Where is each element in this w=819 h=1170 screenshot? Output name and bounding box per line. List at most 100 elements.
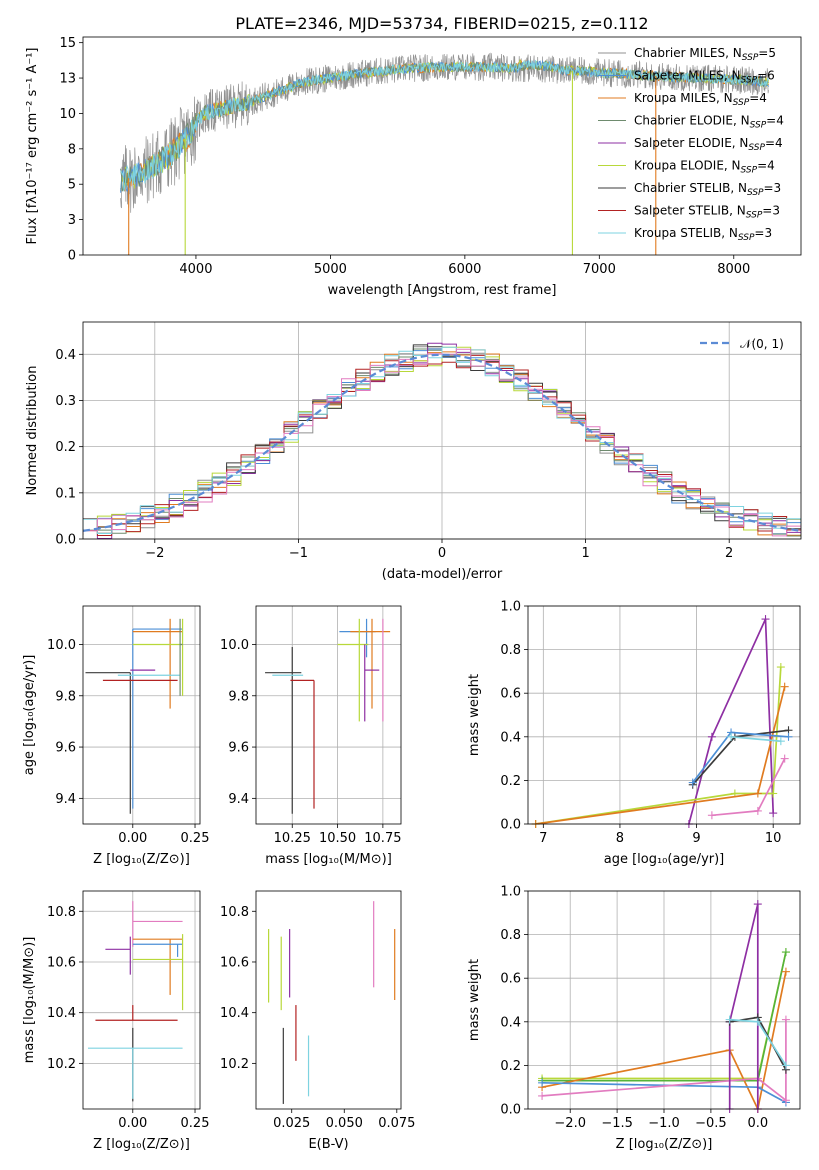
- residuals-xtick-label: 0: [438, 546, 446, 561]
- Z-age-xtick-label: 0.25: [181, 831, 210, 846]
- spectrum-xlabel: wavelength [Angstrom, rest frame]: [328, 283, 557, 298]
- Z-age-xtick-label: 0.00: [118, 831, 147, 846]
- legend-label-salp_stelib: Salpeter STELIB, NSSP=3: [634, 204, 780, 221]
- spectrum-ytick-label: 0: [68, 249, 76, 264]
- Z-age-ytick-label: 9.6: [55, 741, 76, 756]
- Z-weight-xtick-label: −1.0: [648, 1116, 680, 1131]
- ebv-mass-ytick-label: 10.2: [220, 1057, 249, 1072]
- age-weight-xtick-label: 9: [692, 831, 700, 846]
- mass-age-ytick-label: 10.0: [220, 638, 249, 653]
- Z-weight-ytick-label: 1.0: [500, 885, 521, 900]
- residuals-normal-curve: [83, 353, 801, 532]
- ebv-mass-xtick-label: 0.075: [378, 1116, 415, 1131]
- Z-weight-ytick-label: 0.6: [500, 972, 521, 987]
- spectrum-axes: 4000 5000 6000 7000 8000 0 3 5 8 10 13 15 wavelength…: [25, 36, 802, 298]
- spectrum-line-krou_stelib: [120, 59, 769, 192]
- Z-mass-ytick-label: 10.2: [47, 1057, 76, 1072]
- residuals-xtick-label: −2: [145, 546, 164, 561]
- Z-age-frame: [82, 605, 201, 825]
- spectrum-ytick-label: 13: [59, 72, 76, 87]
- age-weight-xtick-label: 7: [539, 831, 547, 846]
- residuals-xtick-label: 2: [725, 546, 733, 561]
- spectrum-ytick-label: 15: [59, 36, 76, 51]
- Z-mass-axes: 0.00 0.25 10.2 10.4 10.6 10.8 Z [log₁₀(Z/Z⊙)] m…: [22, 890, 210, 1152]
- Z-mass-ytick-label: 10.6: [47, 955, 76, 970]
- spectrum-xtick-label: 8000: [717, 262, 750, 277]
- mass-age-ytick-label: 9.4: [228, 792, 249, 807]
- age-weight-line-salp_elodie: [688, 618, 775, 824]
- age-weight-xtick-label: 10: [765, 831, 782, 846]
- ebv-mass-xtick-label: 0.050: [326, 1116, 363, 1131]
- age-weight-ylabel: mass weight: [467, 674, 482, 756]
- mass-age-frame: [255, 605, 402, 825]
- legend-label-chab_miles: Chabrier MILES, NSSP=5: [634, 46, 776, 63]
- Z-mass-ytick-label: 10.4: [47, 1006, 76, 1021]
- spectrum-ytick-label: 8: [68, 142, 76, 157]
- age-weight-ytick-label: 1.0: [500, 600, 521, 615]
- spectrum-legend: Chabrier MILES, NSSP=5 Salpeter MILES, NS…: [598, 46, 784, 243]
- spectrum-ytick-label: 3: [68, 213, 76, 228]
- Z-mass-frame: [82, 890, 201, 1110]
- Z-age-ytick-label: 10.0: [47, 638, 76, 653]
- ebv-mass-ytick-label: 10.4: [220, 1006, 249, 1021]
- legend-label-chab_elodie: Chabrier ELODIE, NSSP=4: [634, 114, 784, 131]
- residuals-hist-krou_stelib: [83, 346, 801, 534]
- mass-age-xtick-label: 10.25: [274, 831, 311, 846]
- age-weight-axes: 7 8 9 10 0.0 0.2 0.4 0.6 0.8 1.0 age [log₁₀(age/yr…: [467, 600, 801, 867]
- residuals-ytick-label: 0.4: [55, 348, 76, 363]
- residuals-frame: [82, 321, 802, 540]
- age-weight-xtick-label: 8: [616, 831, 624, 846]
- Z-weight-ylabel: mass weight: [467, 959, 482, 1041]
- legend-label-krou_elodie: Kroupa ELODIE, NSSP=4: [634, 159, 775, 176]
- Z-age-ytick-label: 9.8: [55, 689, 76, 704]
- age-weight-ytick-label: 0.2: [500, 774, 521, 789]
- spectrum-xtick-label: 7000: [583, 262, 616, 277]
- spectrum-ytick-label: 10: [59, 107, 76, 122]
- Z-weight-ytick-label: 0.2: [500, 1059, 521, 1074]
- Z-weight-ytick-label: 0.0: [500, 1103, 521, 1118]
- Z-weight-xtick-label: 0.0: [747, 1116, 768, 1131]
- ebv-mass-frame: [255, 890, 402, 1110]
- Z-age-xlabel: Z [log₁₀(Z/Z⊙)]: [93, 852, 190, 867]
- mass-age-xtick-label: 10.50: [319, 831, 356, 846]
- Z-weight-line-salp_elodie: [728, 903, 759, 1109]
- spectrum-line-chab_miles: [120, 52, 769, 213]
- legend-label-salp_miles: Salpeter MILES, NSSP=6: [634, 69, 775, 86]
- spectrum-frame: [82, 36, 802, 256]
- mass-age-axes: 10.25 10.50 10.75 9.4 9.6 9.8 10.0 mass [log₁₀(…: [220, 605, 402, 867]
- residuals-ytick-label: 0.0: [55, 533, 76, 548]
- residuals-hist-extra_pink: [83, 348, 801, 537]
- age-weight-ytick-label: 0.0: [500, 818, 521, 833]
- legend-label-salp_elodie: Salpeter ELODIE, NSSP=4: [634, 136, 783, 153]
- age-weight-ytick-label: 0.6: [500, 687, 521, 702]
- residuals-ytick-label: 0.3: [55, 394, 76, 409]
- ebv-mass-axes: 0.025 0.050 0.075 10.2 10.4 10.6 10.8 E(B-V): [220, 890, 415, 1152]
- figure-title: PLATE=2346, MJD=53734, FIBERID=0215, z=0…: [235, 14, 648, 33]
- spectrum-ytick-label: 5: [68, 178, 76, 193]
- mass-age-ytick-label: 9.6: [228, 741, 249, 756]
- Z-weight-xtick-label: −2.0: [554, 1116, 586, 1131]
- ebv-mass-ytick-label: 10.8: [220, 905, 249, 920]
- Z-age-ylabel: age [log₁₀(age/yr)]: [22, 655, 37, 776]
- Z-age-axes: 0.00 0.25 9.4 9.6 9.8 10.0 Z [log₁₀(Z/Z⊙)] age …: [22, 605, 210, 867]
- residuals-hist-salp_stelib: [83, 354, 801, 536]
- Z-weight-line-extra_pink: [542, 1019, 787, 1103]
- residuals-ytick-label: 0.1: [55, 486, 76, 501]
- Z-mass-xlabel: Z [log₁₀(Z/Z⊙)]: [93, 1137, 190, 1152]
- residuals-xtick-label: 1: [581, 546, 589, 561]
- spectrum-xtick-label: 4000: [179, 262, 212, 277]
- ebv-mass-xlabel: E(B-V): [308, 1137, 348, 1152]
- Z-weight-ytick-label: 0.8: [500, 928, 521, 943]
- mass-age-xtick-label: 10.75: [364, 831, 401, 846]
- mass-age-xlabel: mass [log₁₀(M/M⊙)]: [265, 852, 392, 867]
- Z-weight-xlabel: Z [log₁₀(Z/Z⊙)]: [616, 1137, 713, 1152]
- Z-age-ytick-label: 9.4: [55, 792, 76, 807]
- legend-label-krou_stelib: Kroupa STELIB, NSSP=3: [634, 226, 772, 243]
- Z-weight-ytick-label: 0.4: [500, 1015, 521, 1030]
- residuals-ylabel: Normed distribution: [25, 366, 40, 496]
- Z-mass-xtick-label: 0.25: [181, 1116, 210, 1131]
- ebv-mass-ytick-label: 10.6: [220, 955, 249, 970]
- Z-weight-xtick-label: −1.5: [601, 1116, 633, 1131]
